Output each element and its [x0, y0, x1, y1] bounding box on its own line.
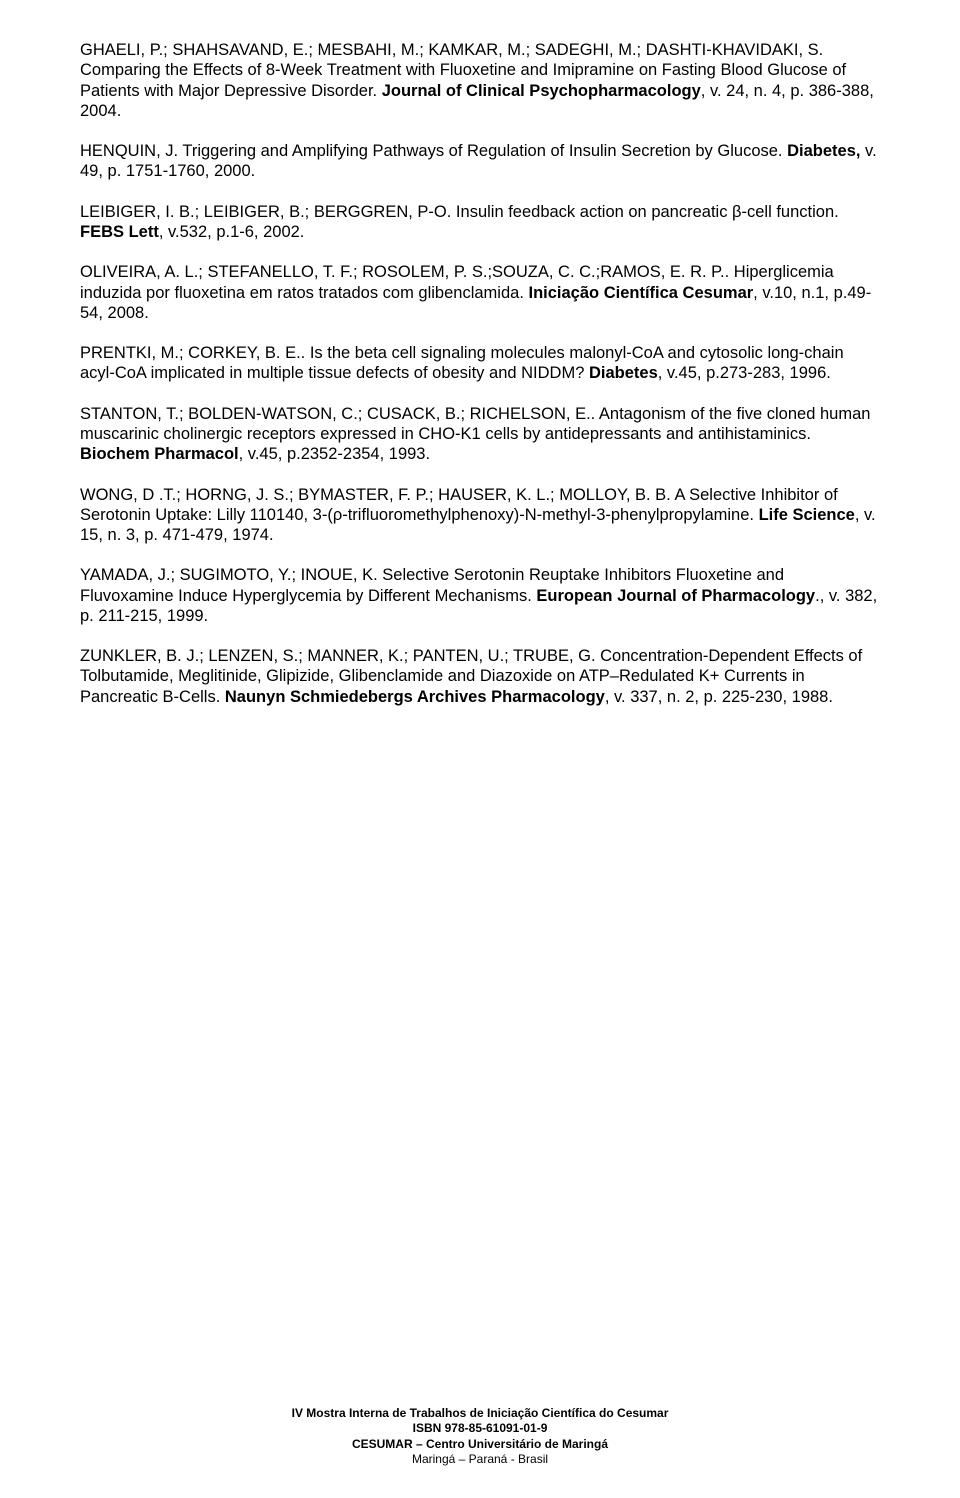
- reference-item: HENQUIN, J. Triggering and Amplifying Pa…: [80, 141, 880, 182]
- footer-line-2: ISBN 978-85-61091-01-9: [0, 1421, 960, 1437]
- page-footer: IV Mostra Interna de Trabalhos de Inicia…: [0, 1406, 960, 1468]
- reference-item: PRENTKI, M.; CORKEY, B. E.. Is the beta …: [80, 343, 880, 384]
- footer-line-4: Maringá – Paraná - Brasil: [0, 1452, 960, 1468]
- reference-item: STANTON, T.; BOLDEN-WATSON, C.; CUSACK, …: [80, 404, 880, 465]
- reference-item: OLIVEIRA, A. L.; STEFANELLO, T. F.; ROSO…: [80, 262, 880, 323]
- reference-item: GHAELI, P.; SHAHSAVAND, E.; MESBAHI, M.;…: [80, 40, 880, 121]
- footer-line-1: IV Mostra Interna de Trabalhos de Inicia…: [0, 1406, 960, 1422]
- reference-item: ZUNKLER, B. J.; LENZEN, S.; MANNER, K.; …: [80, 646, 880, 707]
- reference-item: YAMADA, J.; SUGIMOTO, Y.; INOUE, K. Sele…: [80, 565, 880, 626]
- references-list: GHAELI, P.; SHAHSAVAND, E.; MESBAHI, M.;…: [80, 40, 880, 707]
- reference-item: WONG, D .T.; HORNG, J. S.; BYMASTER, F. …: [80, 485, 880, 546]
- reference-item: LEIBIGER, I. B.; LEIBIGER, B.; BERGGREN,…: [80, 202, 880, 243]
- footer-line-3: CESUMAR – Centro Universitário de Maring…: [0, 1437, 960, 1453]
